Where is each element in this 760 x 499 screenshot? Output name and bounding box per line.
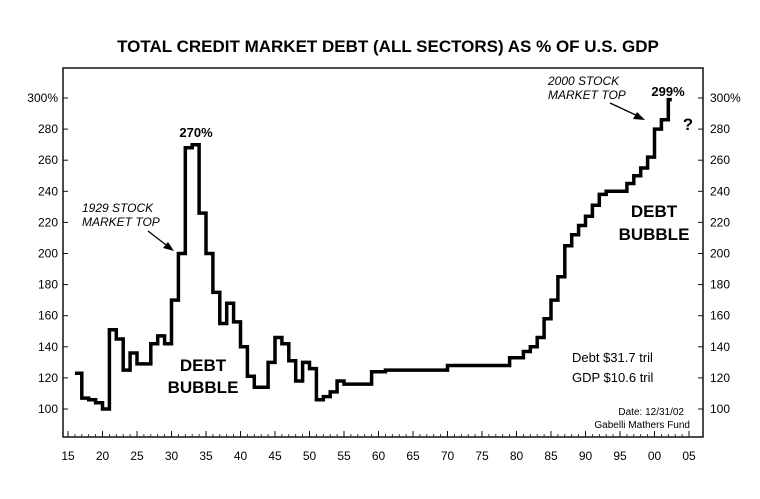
y-tick-label-left: 280 [38,122,58,136]
debt-bubble-right-line2: BUBBLE [619,225,690,244]
x-tick-label: 60 [372,449,386,463]
x-tick-label: 85 [544,449,558,463]
y-tick-label-right: 100 [710,402,730,416]
y-tick-label-left: 160 [38,309,58,323]
y-tick-label-left: 200 [38,247,58,261]
x-tick-label: 90 [579,449,593,463]
y-tick-label-left: 100 [38,402,58,416]
x-tick-label: 00 [648,449,662,463]
x-tick-label: 45 [268,449,282,463]
y-tick-label-left: 120 [38,371,58,385]
y-tick-label-right: 180 [710,278,730,292]
debt-bubble-left-line2: BUBBLE [168,378,239,397]
y-tick-label-left: 140 [38,340,58,354]
y-tick-label-left: 300% [27,91,58,105]
debt-bubble-right-line1: DEBT [631,202,678,221]
y-tick-label-left: 260 [38,153,58,167]
y-tick-label-right: 140 [710,340,730,354]
x-tick-label: 30 [165,449,179,463]
peak-1933-label: 270% [179,125,213,140]
x-tick-label: 15 [61,449,75,463]
gdp-total-label: GDP $10.6 tril [572,370,654,385]
top-1929-label-line1: 1929 STOCK [82,201,154,215]
x-tick-label: 20 [96,449,110,463]
y-tick-label-right: 120 [710,371,730,385]
y-axis-right: 300% 280 260 240 220 200 180 160 140 120 100 [698,91,741,416]
x-tick-label: 80 [510,449,524,463]
top-1929-arrow-head [163,242,174,251]
plot-frame [62,67,704,438]
x-tick-label: 05 [682,449,696,463]
y-tick-label-right: 240 [710,184,730,198]
top-1929-label-line2: MARKET TOP [82,215,160,229]
top-2000-label-line2: MARKET TOP [548,88,626,102]
y-tick-label-left: 220 [38,215,58,229]
peak-2002-label: 299% [651,84,685,99]
x-tick-label: 25 [130,449,144,463]
question-mark: ? [683,115,693,134]
debt-total-label: Debt $31.7 tril [572,350,653,365]
x-tick-label: 75 [475,449,489,463]
y-tick-label-right: 160 [710,309,730,323]
y-axis-left: 300% 280 260 240 220 200 180 160 140 120 100 [27,91,68,416]
x-tick-label: 65 [406,449,420,463]
debt-bubble-left-line1: DEBT [180,356,227,375]
x-tick-label: 50 [303,449,317,463]
debt-ratio-line [74,97,672,411]
x-tick-label: 55 [337,449,351,463]
y-tick-label-left: 180 [38,278,58,292]
y-tick-label-right: 300% [710,91,741,105]
date-label: Date: 12/31/02 [618,407,684,418]
y-tick-label-right: 260 [710,153,730,167]
y-tick-label-right: 200 [710,247,730,261]
x-tick-label: 35 [199,449,213,463]
top-2000-label-line1: 2000 STOCK [547,74,620,88]
y-tick-label-left: 240 [38,184,58,198]
chart-title: TOTAL CREDIT MARKET DEBT (ALL SECTORS) A… [117,37,659,56]
x-axis: 15 20 25 30 35 40 45 50 55 60 65 70 75 80 85 90 95 00 05 [61,431,696,463]
y-tick-label-right: 280 [710,122,730,136]
x-tick-label: 70 [441,449,455,463]
top-2000-arrow-head [633,112,645,120]
source-label: Gabelli Mathers Fund [594,420,690,431]
top-2000-arrow-shaft [609,102,641,118]
x-tick-label: 40 [234,449,248,463]
x-tick-label: 95 [613,449,627,463]
y-tick-label-right: 220 [710,215,730,229]
